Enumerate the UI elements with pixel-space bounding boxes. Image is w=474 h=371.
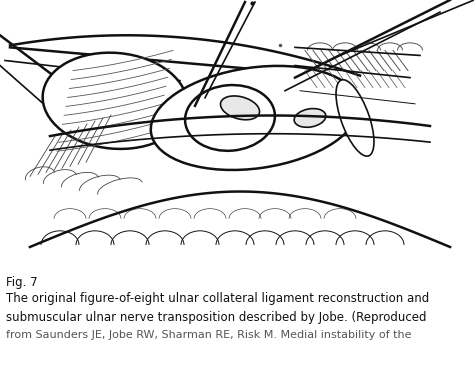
Text: The original figure-of-eight ulnar collateral ligament reconstruction and: The original figure-of-eight ulnar colla… bbox=[6, 292, 429, 305]
Ellipse shape bbox=[294, 109, 326, 127]
Ellipse shape bbox=[43, 53, 187, 149]
Text: Fig. 7: Fig. 7 bbox=[6, 276, 37, 289]
Ellipse shape bbox=[151, 66, 359, 170]
Ellipse shape bbox=[336, 80, 374, 156]
Text: from Saunders JE, Jobe RW, Sharman RE, Risk M. Medial instability of the: from Saunders JE, Jobe RW, Sharman RE, R… bbox=[6, 330, 411, 340]
Ellipse shape bbox=[185, 85, 275, 151]
Text: submuscular ulnar nerve transposition described by Jobe. (Reproduced: submuscular ulnar nerve transposition de… bbox=[6, 311, 427, 324]
Ellipse shape bbox=[220, 96, 260, 120]
